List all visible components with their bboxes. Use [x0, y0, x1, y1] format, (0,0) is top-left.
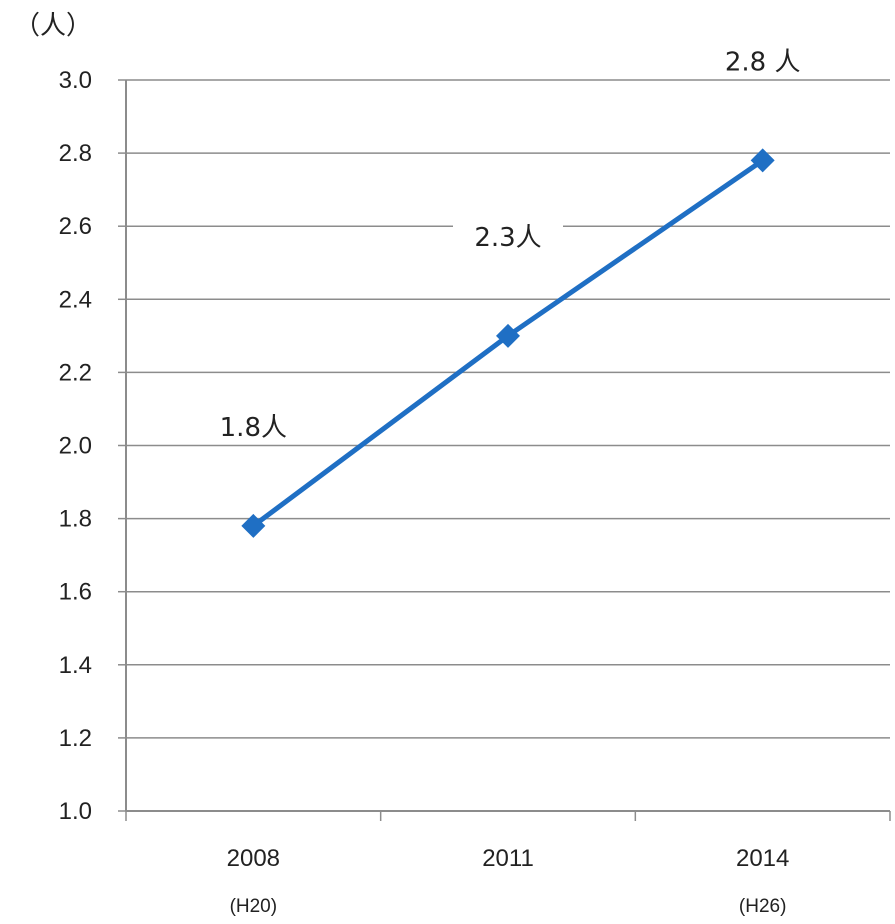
- gridlines: [126, 79, 890, 739]
- data-point-marker: [496, 323, 520, 348]
- y-tick-label: 1.2: [59, 725, 92, 752]
- data-labels: 1.8人 2.3人 2.8 人: [198, 44, 818, 444]
- data-label: 2.8 人: [725, 47, 801, 77]
- series-line: [241, 148, 775, 538]
- y-tick-label: 2.4: [59, 286, 92, 313]
- y-tick-label: 2.2: [59, 359, 92, 386]
- x-tick-label: 2011: [482, 845, 534, 872]
- data-label-background: [453, 219, 563, 254]
- x-tick-labels: 2008 (H20) 2011 2014 (H26): [227, 845, 790, 917]
- axes: [118, 79, 891, 821]
- y-tick-labels: 1.0 1.2 1.4 1.6 1.8 2.0 2.2 2.4 2.6 2.8 3.0: [59, 67, 92, 825]
- data-label-background: [198, 409, 309, 444]
- y-tick-label: 3.0: [59, 67, 92, 94]
- y-tick-label: 2.6: [59, 213, 92, 240]
- y-tick-label: 2.8: [59, 140, 92, 167]
- x-tick-sublabel: (H20): [230, 896, 278, 917]
- data-label-background: [707, 44, 818, 79]
- x-tick-label: 2008: [227, 845, 280, 872]
- x-tick-label: 2014: [736, 845, 789, 872]
- data-point-marker: [241, 513, 266, 538]
- y-axis-unit-label: （人）: [14, 10, 92, 40]
- data-label: 2.3人: [474, 223, 541, 253]
- y-tick-label: 1.0: [59, 798, 92, 825]
- y-tick-label: 1.4: [59, 652, 92, 679]
- y-tick-label: 1.6: [59, 579, 92, 606]
- data-label: 1.8人: [220, 413, 287, 443]
- y-tick-label: 2.0: [59, 433, 92, 460]
- x-tick-sublabel: (H26): [739, 896, 787, 917]
- data-point-marker: [750, 148, 775, 173]
- y-tick-label: 1.8: [59, 506, 92, 533]
